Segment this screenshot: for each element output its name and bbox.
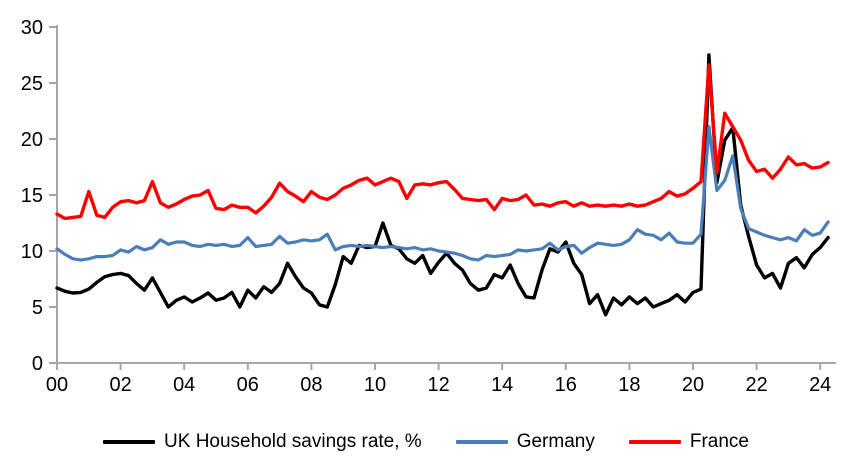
legend-label-germany: Germany: [516, 431, 595, 452]
y-axis-label: 0: [32, 353, 43, 375]
germany-line-sample: [455, 440, 508, 444]
x-axis-label: 04: [173, 374, 195, 396]
series-line-uk: [55, 53, 830, 317]
x-axis-label: 16: [555, 374, 577, 396]
legend-label-uk: UK Household savings rate, %: [164, 431, 422, 452]
legend-item-france: France: [628, 431, 749, 453]
y-axis-label: 25: [21, 73, 43, 95]
y-axis-label: 20: [21, 129, 43, 151]
chart-legend: UK Household savings rate, % Germany Fra…: [0, 431, 852, 453]
x-axis-label: 18: [618, 374, 640, 396]
legend-label-france: France: [689, 431, 749, 452]
x-axis-label: 24: [809, 374, 831, 396]
x-axis-label: 22: [745, 374, 767, 396]
x-axis-label: 00: [46, 374, 68, 396]
series-line-germany: [55, 125, 830, 262]
x-axis-label: 08: [300, 374, 322, 396]
x-axis-label: 10: [364, 374, 386, 396]
x-axis-label: 12: [427, 374, 449, 396]
y-axis-label: 10: [21, 241, 43, 263]
legend-item-germany: Germany: [455, 431, 595, 453]
y-axis-label: 15: [21, 185, 43, 207]
uk-line-sample: [103, 440, 156, 444]
x-axis-label: 20: [682, 374, 704, 396]
legend-item-uk: UK Household savings rate, %: [103, 431, 422, 453]
series-line-france: [55, 63, 830, 221]
x-axis-label: 02: [109, 374, 131, 396]
y-axis-label: 30: [21, 17, 43, 39]
x-axis-label: 14: [491, 374, 513, 396]
x-axis-label: 06: [237, 374, 259, 396]
france-line-sample: [628, 440, 681, 444]
y-axis-label: 5: [32, 297, 43, 319]
